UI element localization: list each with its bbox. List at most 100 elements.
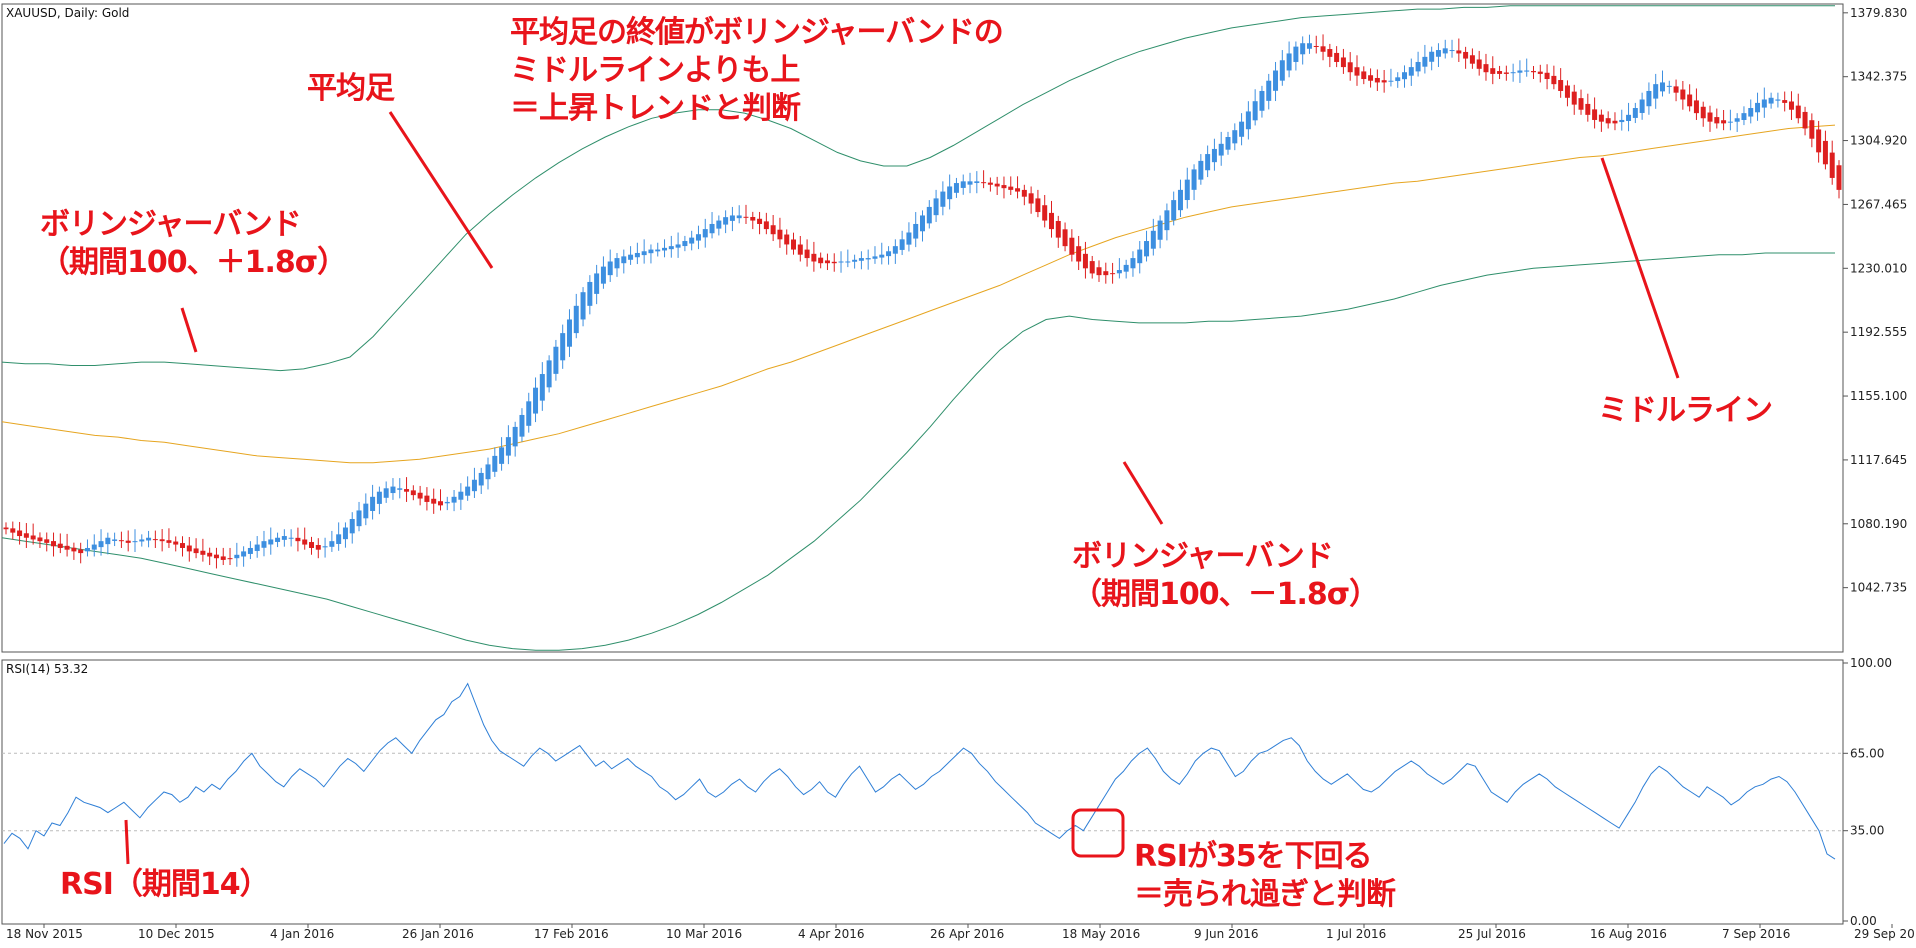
annotation-middle-line: ミドルライン — [1598, 393, 1773, 428]
candle-body — [1802, 111, 1808, 129]
rsi-line — [3, 682, 1836, 860]
candle-body — [1503, 72, 1509, 74]
candle-body — [750, 216, 756, 221]
candle-body — [431, 498, 437, 504]
candle-body — [3, 527, 9, 530]
candle-body — [1788, 101, 1794, 110]
candle-body — [478, 472, 484, 486]
candle-body — [573, 305, 579, 334]
candle-body — [193, 548, 199, 554]
annotation-rsi-oversold: RSIが35を下回る ＝売られ過ぎと判断 — [1134, 839, 1396, 912]
candle-body — [960, 181, 966, 188]
candle-body — [1198, 160, 1204, 180]
candle-body — [553, 346, 559, 374]
candle-body — [397, 488, 403, 490]
leader-rsi — [124, 819, 130, 865]
candle-body — [987, 182, 993, 185]
candles — [3, 34, 1842, 569]
rsi-axis-label: 35.00 — [1850, 824, 1884, 838]
candle-body — [1137, 249, 1143, 264]
candle-body — [1110, 273, 1116, 275]
candle-body — [709, 223, 715, 234]
candle-body — [1008, 186, 1014, 190]
candle-body — [913, 223, 919, 239]
time-axis-label: 9 Jun 2016 — [1194, 927, 1259, 941]
candle-body — [1021, 189, 1027, 197]
candle-body — [1721, 120, 1727, 124]
price-axis-label: 1117.645 — [1850, 453, 1907, 467]
candle-body — [1490, 68, 1496, 74]
candle-body — [1368, 75, 1374, 81]
candle-body — [974, 181, 980, 183]
candle-body — [44, 539, 50, 543]
candle-body — [1286, 53, 1292, 71]
candle-body — [1646, 90, 1652, 107]
candle-body — [702, 229, 708, 238]
candle-body — [227, 558, 233, 560]
candle-body — [404, 489, 410, 492]
candle-body — [743, 216, 749, 218]
candle-body — [1510, 72, 1516, 74]
candle-body — [1687, 94, 1693, 107]
candle-body — [641, 251, 647, 256]
candle-body — [417, 492, 423, 499]
candle-body — [1191, 169, 1197, 190]
candle-body — [1768, 97, 1774, 104]
candle-body — [1402, 72, 1408, 80]
candle-body — [1361, 71, 1367, 80]
candle-body — [777, 229, 783, 240]
candle-body — [471, 479, 477, 492]
candle-body — [539, 374, 545, 401]
candle-body — [967, 181, 973, 185]
candle-body — [648, 249, 654, 254]
candle-body — [424, 495, 430, 502]
candle-body — [1619, 119, 1625, 123]
candle-body — [173, 541, 179, 545]
candle-body — [546, 360, 552, 388]
candle-body — [533, 387, 539, 414]
candle-body — [906, 232, 912, 245]
candle-body — [716, 220, 722, 229]
candle-body — [220, 556, 226, 560]
candle-body — [1741, 113, 1747, 120]
candle-body — [1150, 230, 1156, 249]
candle-body — [1408, 67, 1414, 76]
price-axis-label: 1304.920 — [1850, 134, 1907, 148]
candle-body — [512, 426, 518, 447]
candle-body — [84, 547, 90, 552]
candle-body — [1232, 130, 1238, 144]
candle-body — [953, 183, 959, 193]
candle-body — [1415, 61, 1421, 72]
candle-body — [1517, 70, 1523, 73]
candle-body — [1184, 179, 1190, 201]
candle-body — [91, 544, 97, 550]
candle-body — [1571, 91, 1577, 105]
price-axis-label: 1192.555 — [1850, 325, 1907, 339]
candle-body — [1089, 261, 1095, 274]
candle-body — [322, 546, 328, 548]
candle-body — [784, 234, 790, 245]
candle-body — [1211, 148, 1217, 163]
candle-body — [186, 545, 192, 552]
candle-body — [1116, 270, 1122, 274]
candle-body — [723, 217, 729, 225]
price-axis-label: 1080.190 — [1850, 517, 1907, 531]
candle-body — [634, 252, 640, 258]
candle-body — [858, 258, 864, 261]
candle-body — [30, 535, 36, 540]
candle-body — [899, 239, 905, 250]
candle-body — [1822, 140, 1828, 165]
candle-body — [1592, 109, 1598, 120]
candle-body — [1544, 72, 1550, 80]
candle-body — [241, 551, 247, 557]
candle-body — [1700, 106, 1706, 119]
candle-body — [1042, 205, 1048, 221]
candle-body — [1205, 154, 1211, 171]
rsi-axis-label: 0.00 — [1850, 914, 1877, 928]
candle-body — [1300, 43, 1306, 55]
candle-body — [1062, 229, 1068, 247]
candle-body — [1130, 258, 1136, 269]
candle-body — [1714, 117, 1720, 124]
